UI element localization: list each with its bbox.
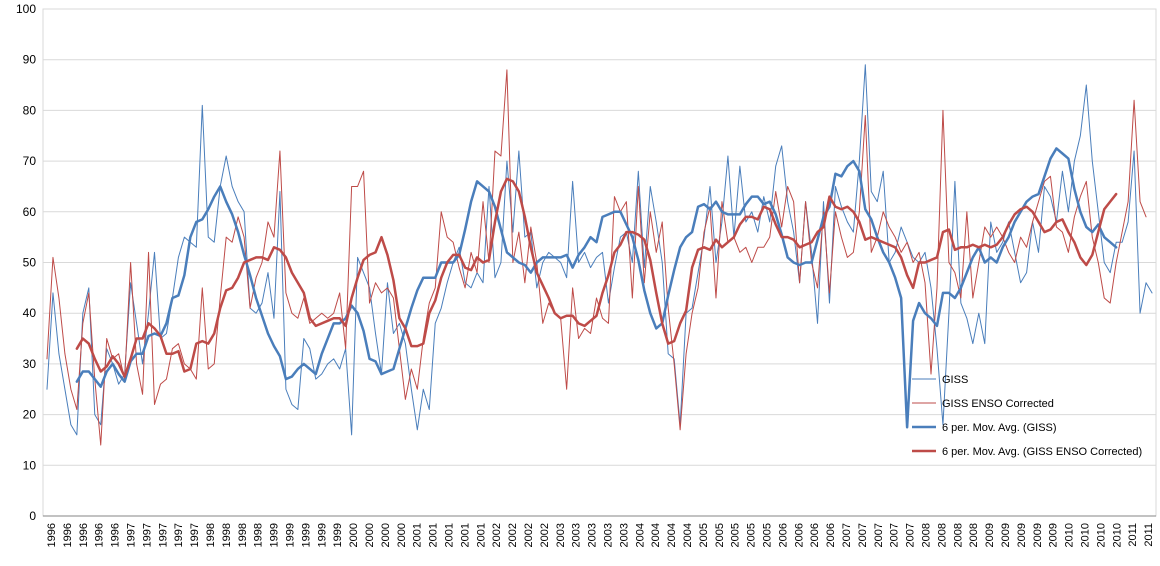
x-tick-label: 1999 bbox=[285, 523, 297, 547]
x-tick-label: 2010 bbox=[1111, 523, 1123, 547]
y-tick-label: 100 bbox=[16, 2, 36, 16]
x-tick-label: 2010 bbox=[1080, 523, 1092, 547]
x-tick-label: 2000 bbox=[348, 523, 360, 547]
x-tick-label: 2003 bbox=[603, 523, 615, 547]
x-tick-label: 1999 bbox=[300, 523, 312, 547]
y-tick-label: 40 bbox=[23, 306, 37, 320]
x-tick-label: 2002 bbox=[539, 523, 551, 547]
x-tick-label: 2003 bbox=[587, 523, 599, 547]
x-tick-label: 2003 bbox=[555, 523, 567, 547]
x-tick-label: 2008 bbox=[952, 523, 964, 547]
x-tick-label: 1996 bbox=[110, 523, 122, 547]
x-tick-label: 2004 bbox=[666, 523, 678, 547]
x-tick-label: 2009 bbox=[1048, 523, 1060, 547]
x-tick-label: 2005 bbox=[698, 523, 710, 547]
x-tick-label: 1999 bbox=[269, 523, 281, 547]
x-tick-label: 1996 bbox=[46, 523, 58, 547]
x-tick-label: 2006 bbox=[777, 523, 789, 547]
legend-label-1: GISS ENSO Corrected bbox=[942, 398, 1054, 410]
legend-label-0: GISS bbox=[942, 374, 968, 386]
x-tick-label: 1997 bbox=[141, 523, 153, 547]
x-tick-label: 2008 bbox=[968, 523, 980, 547]
x-tick-label: 2010 bbox=[1095, 523, 1107, 547]
x-tick-label: 2007 bbox=[841, 523, 853, 547]
y-tick-label: 50 bbox=[23, 256, 37, 270]
x-tick-label: 2001 bbox=[459, 523, 471, 547]
x-tick-label: 2011 bbox=[1127, 523, 1139, 547]
x-axis-ticks: 1996 1996 1996 1996 1996 1997 1997 1997 1997 1997… bbox=[46, 523, 1155, 547]
y-tick-label: 10 bbox=[23, 458, 37, 472]
series-line-0 bbox=[46, 64, 1153, 436]
legend: GISS GISS ENSO Corrected 6 per. Mov. Avg. … bbox=[912, 374, 1142, 458]
x-tick-label: 1997 bbox=[157, 523, 169, 547]
x-tick-label: 2008 bbox=[936, 523, 948, 547]
y-tick-label: 20 bbox=[23, 408, 37, 422]
y-axis-ticks: 0 10 20 30 40 50 60 70 80 90 100 bbox=[16, 2, 36, 523]
x-tick-label: 2002 bbox=[507, 523, 519, 547]
x-tick-label: 2008 bbox=[921, 523, 933, 547]
x-tick-label: 2001 bbox=[428, 523, 440, 547]
x-tick-label: 1997 bbox=[189, 523, 201, 547]
grid-layer bbox=[43, 8, 1156, 517]
x-tick-label: 2006 bbox=[793, 523, 805, 547]
x-tick-label: 2005 bbox=[730, 523, 742, 547]
series-layer bbox=[46, 64, 1153, 446]
x-tick-label: 1996 bbox=[62, 523, 74, 547]
x-tick-label: 1996 bbox=[78, 523, 90, 547]
x-tick-label: 2000 bbox=[380, 523, 392, 547]
x-tick-label: 1997 bbox=[125, 523, 137, 547]
y-tick-label: 30 bbox=[23, 357, 37, 371]
x-tick-label: 2001 bbox=[475, 523, 487, 547]
y-tick-label: 60 bbox=[23, 205, 37, 219]
x-tick-label: 2001 bbox=[412, 523, 424, 547]
y-tick-label: 80 bbox=[23, 103, 37, 117]
series-line-1 bbox=[46, 69, 1147, 446]
x-tick-label: 2010 bbox=[1064, 523, 1076, 547]
x-tick-label: 2005 bbox=[714, 523, 726, 547]
x-tick-label: 2000 bbox=[364, 523, 376, 547]
x-tick-label: 1998 bbox=[253, 523, 265, 547]
x-tick-label: 2007 bbox=[889, 523, 901, 547]
x-tick-label: 2009 bbox=[1000, 523, 1012, 547]
legend-label-3: 6 per. Mov. Avg. (GISS ENSO Corrected) bbox=[942, 446, 1142, 458]
x-tick-label: 2004 bbox=[650, 523, 662, 547]
x-tick-label: 2006 bbox=[809, 523, 821, 547]
x-tick-label: 2005 bbox=[762, 523, 774, 547]
x-tick-label: 2000 bbox=[396, 523, 408, 547]
x-tick-label: 2004 bbox=[634, 523, 646, 547]
x-tick-label: 1998 bbox=[221, 523, 233, 547]
y-tick-label: 0 bbox=[29, 509, 36, 523]
x-tick-label: 1998 bbox=[237, 523, 249, 547]
x-tick-label: 2002 bbox=[491, 523, 503, 547]
y-tick-label: 70 bbox=[23, 154, 37, 168]
x-tick-label: 2003 bbox=[571, 523, 583, 547]
x-tick-label: 2004 bbox=[682, 523, 694, 547]
x-tick-label: 2007 bbox=[905, 523, 917, 547]
x-tick-label: 2009 bbox=[1032, 523, 1044, 547]
x-tick-label: 1999 bbox=[332, 523, 344, 547]
series-line-2 bbox=[75, 147, 1118, 429]
y-tick-label: 90 bbox=[23, 53, 37, 67]
x-tick-label: 2003 bbox=[618, 523, 630, 547]
x-tick-label: 2001 bbox=[443, 523, 455, 547]
x-tick-label: 2002 bbox=[523, 523, 535, 547]
series-line-3 bbox=[75, 177, 1118, 378]
x-tick-label: 1996 bbox=[94, 523, 106, 547]
x-tick-label: 2009 bbox=[984, 523, 996, 547]
x-tick-label: 1998 bbox=[205, 523, 217, 547]
x-tick-label: 2011 bbox=[1143, 523, 1155, 547]
x-tick-label: 2005 bbox=[746, 523, 758, 547]
x-tick-label: 1997 bbox=[173, 523, 185, 547]
x-tick-label: 2009 bbox=[1016, 523, 1028, 547]
x-tick-label: 2007 bbox=[857, 523, 869, 547]
legend-label-2: 6 per. Mov. Avg. (GISS) bbox=[942, 422, 1057, 434]
x-tick-label: 2007 bbox=[873, 523, 885, 547]
x-tick-label: 2006 bbox=[825, 523, 837, 547]
x-tick-label: 1999 bbox=[316, 523, 328, 547]
